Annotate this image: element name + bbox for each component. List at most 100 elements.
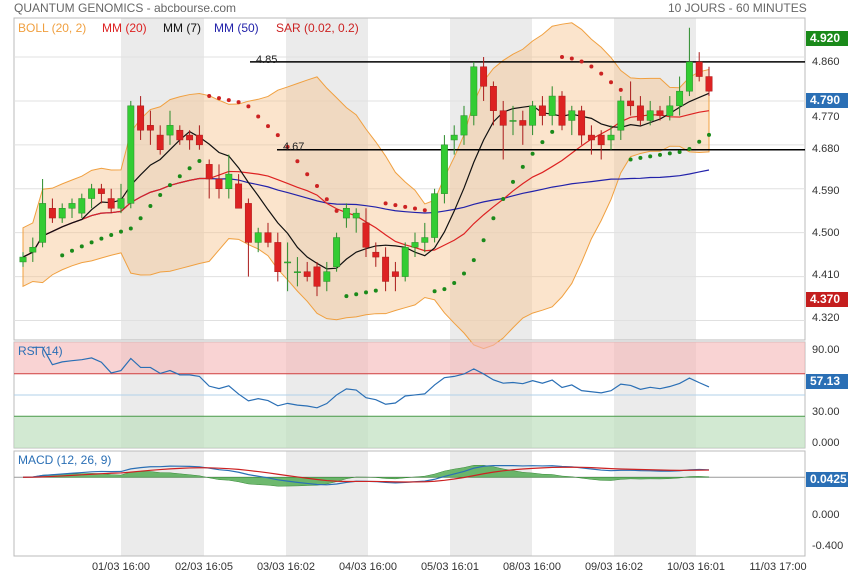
rsi-line [32, 346, 710, 409]
sar-dot [109, 233, 114, 238]
sar-dot [638, 155, 643, 160]
price-tick: 4.500 [812, 227, 840, 239]
candle-body [195, 134, 203, 146]
rsi-overbought-zone [14, 342, 805, 374]
candle-body [39, 203, 47, 243]
sar-dot [373, 288, 378, 293]
sar-dot [168, 183, 172, 188]
candle-body [372, 251, 380, 258]
sar-dot [246, 104, 251, 109]
sar-dot [550, 129, 555, 134]
candle-body [254, 232, 262, 243]
sar-dot [452, 281, 457, 286]
panel-frame [13, 17, 806, 341]
candle-body [646, 110, 654, 121]
legend-boll: BOLL (20, 2) [18, 21, 87, 35]
sar-dot [197, 159, 202, 164]
price-tick: 4.770 [812, 111, 840, 123]
candle-body [284, 261, 292, 264]
sar-dot [256, 114, 261, 119]
sar-dot [128, 226, 133, 231]
candle-body [342, 208, 350, 219]
candle-body [29, 247, 37, 253]
candle-body [68, 203, 76, 209]
candle-body [568, 110, 576, 121]
x-label: 01/03 16:00 [91, 561, 151, 573]
price-tick: 4.320 [812, 312, 840, 324]
legend-mm50: MM (50) [214, 21, 259, 35]
candle-body [352, 212, 360, 219]
macd-tick: 0.000 [812, 509, 840, 521]
candle-body [578, 110, 586, 136]
day-band [614, 451, 696, 556]
candle-body [666, 105, 674, 116]
level-upper-label: 4.85 [256, 54, 278, 66]
macd-badge: 0.0425 [806, 472, 848, 487]
legend-macd: MACD (12, 26, 9) [18, 453, 112, 467]
sar-dot [315, 183, 319, 188]
candle-body [685, 61, 693, 92]
sar-dot [609, 80, 613, 85]
sar-dot [354, 292, 359, 297]
candle-body [529, 105, 537, 126]
candle-body [382, 256, 390, 282]
legend-rsi: RSI (14) [18, 344, 63, 358]
sar-dot [520, 164, 525, 169]
candle-body [235, 183, 243, 209]
x-label: 08/03 16:00 [502, 561, 562, 573]
x-label: 04/03 16:00 [338, 561, 398, 573]
low-badge: 4.370 [806, 292, 848, 307]
sar-dot [207, 94, 212, 99]
sar-dot [413, 206, 417, 211]
period-label: 10 JOURS - 60 MINUTES [668, 1, 807, 15]
sar-dot [148, 204, 153, 209]
macd-tick: -0.400 [812, 540, 844, 552]
sar-dot [177, 174, 182, 179]
rsi-tick: 90.00 [812, 344, 840, 356]
sar-dot [89, 240, 94, 245]
candle-body [176, 129, 184, 141]
candle-body [509, 120, 517, 122]
sar-dot [70, 248, 74, 253]
sar-dot [334, 208, 339, 213]
candle-body [205, 164, 213, 180]
candle-body [656, 110, 664, 116]
sar-dot [217, 96, 221, 101]
sar-dot [324, 197, 329, 202]
candle-body [225, 173, 233, 190]
sar-dot [275, 133, 280, 138]
candle-body [48, 208, 56, 219]
sar-dot [99, 236, 104, 241]
sar-dot [236, 100, 241, 105]
sar-dot [432, 289, 437, 294]
sar-dot [60, 253, 65, 258]
sar-dot [471, 258, 476, 263]
candle-body [117, 198, 125, 209]
candle-body [450, 134, 458, 141]
sar-dot [589, 64, 594, 69]
price-tick: 4.410 [812, 269, 840, 281]
candle-body [421, 237, 429, 243]
sar-dot [618, 87, 623, 92]
signal-line [22, 466, 710, 483]
candle-body [107, 198, 115, 209]
candle-body [88, 188, 96, 199]
sar-dot [511, 179, 515, 184]
high-badge: 4.920 [806, 31, 848, 46]
sar-dot [560, 55, 564, 60]
sar-dot [491, 216, 496, 221]
x-label: 02/03 16:05 [174, 561, 234, 573]
sar-dot [344, 294, 349, 299]
candle-body [499, 110, 507, 126]
sar-dot [383, 201, 388, 206]
candle-body [460, 115, 468, 136]
candle-body [401, 247, 409, 277]
sar-dot [226, 98, 231, 103]
candle-body [78, 198, 86, 214]
candle-body [538, 105, 546, 116]
candle-body [391, 271, 399, 277]
candle-body [146, 125, 154, 131]
candle-body [19, 256, 27, 263]
candle-body [597, 134, 605, 146]
